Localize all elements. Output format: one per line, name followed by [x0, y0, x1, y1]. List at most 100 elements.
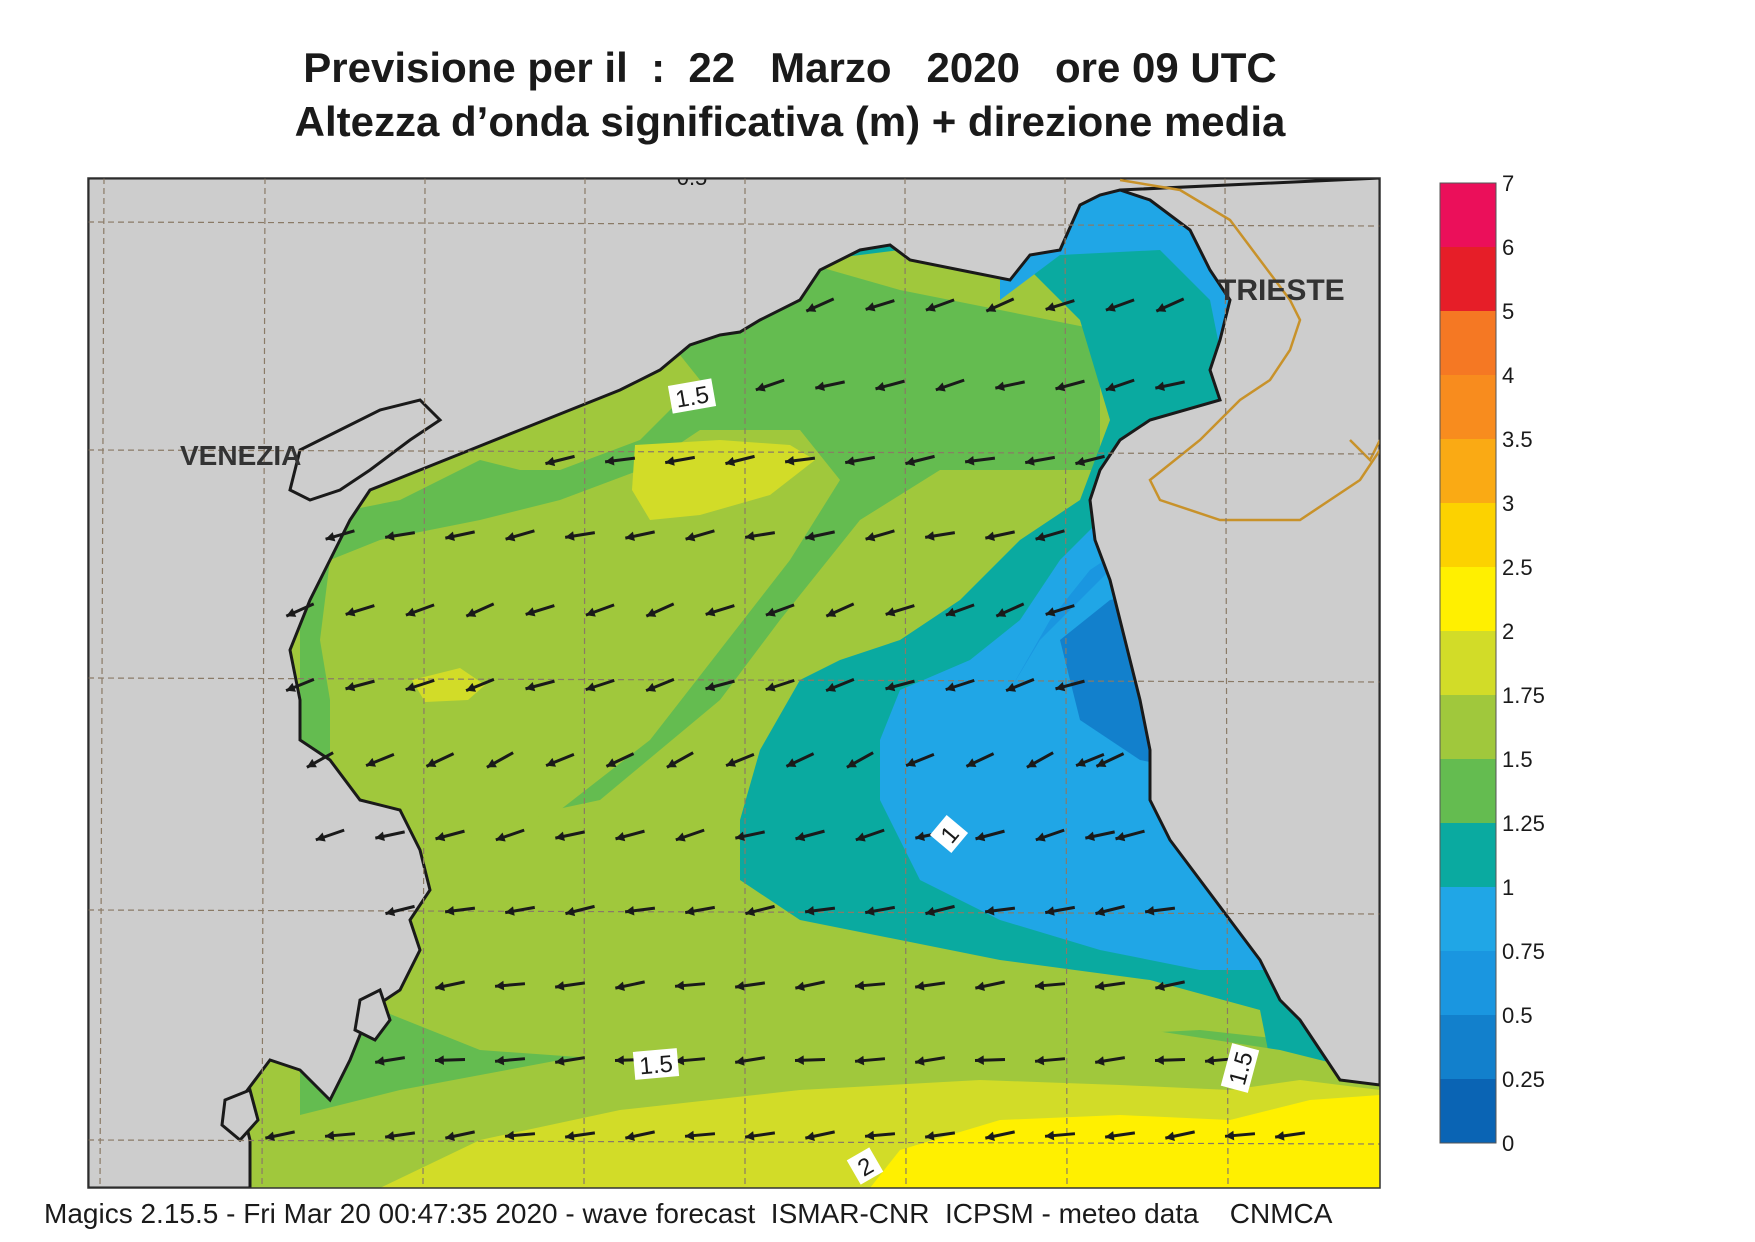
- direction-arrow: [844, 455, 876, 466]
- direction-arrow: [1024, 455, 1056, 466]
- direction-arrow: [345, 679, 375, 692]
- direction-arrow: [1155, 380, 1185, 391]
- direction-arrow: [984, 906, 1016, 916]
- direction-arrow: [324, 1130, 356, 1141]
- legend-tick-label: 7: [1502, 171, 1514, 196]
- contour-label-bottom: 2: [846, 1147, 884, 1185]
- direction-arrow: [805, 530, 835, 541]
- direction-arrow: [1094, 981, 1126, 991]
- direction-arrow: [435, 829, 465, 842]
- direction-arrow: [265, 1130, 295, 1141]
- legend-swatch: [1440, 631, 1496, 695]
- direction-arrow: [445, 1130, 475, 1141]
- direction-arrow: [585, 678, 615, 692]
- direction-arrow: [785, 752, 815, 768]
- legend-swatch: [1440, 759, 1496, 823]
- direction-arrow: [945, 603, 975, 617]
- direction-arrow: [795, 829, 825, 842]
- direction-arrow: [925, 904, 955, 917]
- direction-arrow: [935, 378, 965, 392]
- direction-arrow: [285, 677, 315, 693]
- direction-arrow: [465, 677, 495, 693]
- direction-arrow: [1094, 1056, 1126, 1066]
- legend-tick-label: 4: [1502, 363, 1514, 388]
- legend-tick-label: 1: [1502, 875, 1514, 900]
- legend-swatch: [1440, 823, 1496, 887]
- direction-arrow: [434, 1055, 466, 1066]
- direction-arrow: [674, 980, 706, 991]
- direction-arrow: [494, 980, 526, 991]
- direction-arrow: [905, 752, 935, 768]
- legend-tick-label: 0.5: [1502, 1003, 1533, 1028]
- direction-arrow: [1075, 454, 1105, 467]
- legend-tick-label: 0.25: [1502, 1067, 1545, 1092]
- legend-tick-label: 1.75: [1502, 683, 1545, 708]
- direction-arrow: [945, 678, 975, 692]
- legend-swatch: [1440, 951, 1496, 1015]
- direction-arrow: [734, 1056, 766, 1066]
- island-south: [353, 987, 392, 1042]
- direction-arrow: [554, 1056, 586, 1066]
- legend-tick-label: 0: [1502, 1131, 1514, 1156]
- legend-swatch: [1440, 695, 1496, 759]
- direction-arrow: [684, 1130, 716, 1141]
- contour-label-top: 0.5: [677, 165, 708, 190]
- direction-arrow: [734, 981, 766, 991]
- legend-swatch: [1440, 503, 1496, 567]
- direction-arrow: [1155, 980, 1185, 991]
- direction-arrow: [705, 679, 735, 692]
- direction-arrow: [725, 752, 755, 768]
- direction-arrow: [1085, 830, 1115, 841]
- direction-arrow: [564, 1131, 596, 1141]
- direction-arrow: [854, 980, 886, 991]
- direction-arrow: [444, 906, 476, 916]
- direction-arrow: [1224, 1130, 1256, 1141]
- direction-arrow: [564, 531, 596, 541]
- direction-arrow: [674, 1055, 706, 1066]
- wave-band-1.75-west: [412, 668, 485, 702]
- direction-arrow: [405, 603, 435, 617]
- direction-arrow: [306, 751, 334, 769]
- wave-band-1.25: [300, 250, 1380, 1188]
- direction-arrow: [315, 828, 345, 842]
- direction-arrow: [864, 1130, 896, 1141]
- legend-swatch: [1440, 1015, 1496, 1079]
- direction-arrow: [705, 604, 735, 617]
- direction-arrow: [605, 752, 635, 768]
- direction-arrow: [1105, 378, 1135, 392]
- direction-arrow: [1034, 980, 1066, 991]
- direction-arrow: [825, 677, 855, 693]
- direction-arrow: [495, 828, 525, 842]
- legend-tick-label: 2.5: [1502, 555, 1533, 580]
- direction-arrow: [1144, 906, 1176, 916]
- direction-arrow: [504, 1130, 536, 1141]
- legend-swatch: [1440, 183, 1496, 247]
- land: [88, 178, 1380, 1188]
- direction-arrow: [505, 529, 535, 542]
- direction-arrow: [725, 454, 755, 467]
- direction-arrow: [405, 678, 435, 692]
- direction-arrow: [924, 531, 956, 541]
- direction-arrow: [784, 456, 816, 466]
- direction-arrow: [666, 751, 694, 769]
- border-line: [1119, 178, 1380, 522]
- color-legend: 0 0.25 0.5 0.75 1 1.25 1.5 1.75 2 2.5 3 3.5 4 5 6 7: [1439, 171, 1545, 1156]
- direction-arrow: [765, 603, 795, 617]
- direction-arrow: [545, 752, 575, 768]
- direction-arrow: [975, 829, 1005, 842]
- direction-arrow: [924, 1131, 956, 1141]
- island-south2: [220, 1087, 260, 1143]
- direction-arrow: [914, 1056, 946, 1066]
- direction-arrow: [985, 297, 1015, 313]
- direction-arrow: [1035, 529, 1065, 542]
- contour-label-north: 1.5: [667, 378, 717, 414]
- direction-arrow: [875, 379, 905, 392]
- wave-band-south-2: [870, 1095, 1380, 1188]
- direction-arrow: [854, 1055, 886, 1066]
- direction-arrow: [804, 906, 836, 916]
- direction-arrow: [864, 905, 896, 916]
- direction-arrow: [805, 297, 835, 313]
- forecast-title: Previsione per il : 22 Marzo 2020 ore 09…: [303, 44, 1277, 91]
- border-line-2: [1349, 439, 1380, 463]
- legend-tick-label: 5: [1502, 299, 1514, 324]
